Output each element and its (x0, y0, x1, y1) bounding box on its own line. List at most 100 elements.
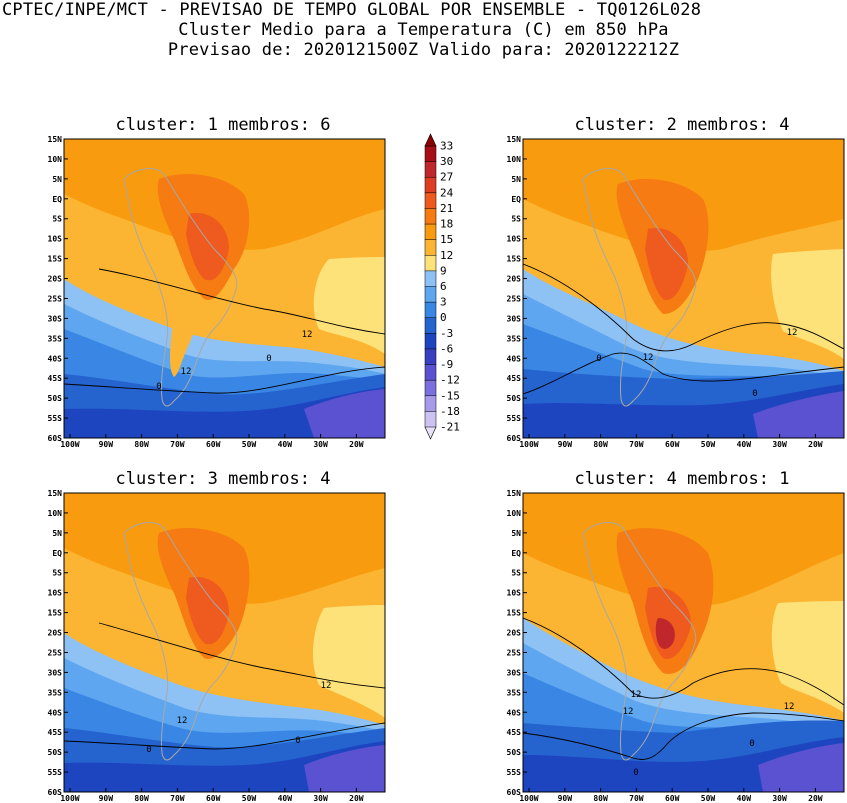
panel-title: cluster: 3 membros: 4 (116, 469, 331, 489)
colorbar-swatch (424, 348, 437, 366)
lat-tick-label: 5S (511, 569, 521, 578)
lat-tick-label: 30S (48, 314, 63, 323)
contour-label: 12 (643, 353, 654, 363)
panel-title: cluster: 4 membros: 1 (575, 469, 790, 489)
colorbar-swatch (424, 317, 437, 334)
coastline-south-america (123, 168, 238, 407)
lon-tick-label: 70W (629, 440, 644, 449)
contour-label: 0 (596, 354, 601, 364)
contour-label: 0 (156, 382, 161, 392)
lat-tick-label: 20S (507, 275, 522, 284)
contour-12-north (98, 268, 385, 335)
field-neg9-neg6 (304, 389, 385, 438)
lat-tick-label: 35S (507, 334, 522, 343)
colorbar-label: 9 (440, 264, 447, 277)
contour-0 (523, 712, 844, 760)
lat-tick-label: EQ (511, 195, 521, 204)
lon-tick-label: 80W (134, 794, 149, 803)
colorbar-swatch (424, 411, 437, 428)
lat-tick-label: 35S (48, 334, 63, 343)
colorbar-label: -18 (440, 405, 460, 418)
map-area (523, 493, 844, 792)
lat-tick-label: 20S (507, 629, 522, 638)
lat-tick-label: 20S (48, 629, 63, 638)
lat-tick-label: 40S (507, 354, 522, 363)
colorbar-swatch (424, 286, 437, 303)
lat-tick-label: 30S (507, 668, 522, 677)
contour-label: 12 (321, 681, 332, 691)
lat-tick-label: 15S (507, 255, 522, 264)
lat-tick-label: 5S (511, 215, 521, 224)
lon-tick-label: 90W (99, 440, 114, 449)
contour-label: 0 (633, 768, 638, 778)
lon-tick-label: 30W (772, 440, 787, 449)
lat-axis: 15N 10N 5N EQ 5S 10S 15S 20S 25S 30S 35S 40S 45S 50S 5… (507, 489, 527, 797)
lat-tick-label: 40S (48, 354, 63, 363)
colorbar-swatch (424, 395, 437, 412)
lon-tick-label: 20W (349, 794, 364, 803)
map-frame (522, 138, 845, 439)
lon-axis: 100W 90W 80W 70W 60W 50W 40W 30W 20W (519, 788, 823, 803)
colorbar-label: 3 (440, 296, 447, 309)
lat-tick-label: 40S (48, 708, 63, 717)
lat-tick-label: 15S (48, 255, 63, 264)
lat-tick-label: EQ (511, 549, 521, 558)
lon-tick-label: 80W (134, 440, 149, 449)
lat-tick-label: 25S (48, 294, 63, 303)
lat-tick-label: 15N (507, 489, 522, 498)
lon-tick-label: 70W (629, 794, 644, 803)
map-frame (63, 492, 386, 793)
contour-label: 0 (266, 354, 271, 364)
map-area (64, 493, 385, 792)
lat-tick-label: 60S (48, 788, 63, 797)
contour-label: 0 (295, 736, 300, 746)
lon-tick-label: 90W (99, 794, 114, 803)
colorbar-label: 0 (440, 311, 447, 324)
lon-tick-label: 50W (701, 794, 716, 803)
lat-tick-label: 5S (52, 569, 62, 578)
lon-tick-label: 20W (808, 440, 823, 449)
lat-axis: 15N 10N 5N EQ 5S 10S 15S 20S 25S 30S 35S 40S 45S 50S 5… (507, 135, 527, 443)
lat-tick-label: 60S (507, 434, 522, 443)
map-area (523, 139, 844, 438)
lat-tick-label: 15N (507, 135, 522, 144)
field-neg3-0 (64, 741, 385, 792)
lon-axis: 100W 90W 80W 70W 60W 50W 40W 30W 20W (60, 788, 364, 803)
lat-tick-label: 25S (507, 648, 522, 657)
lat-tick-label: 50S (507, 394, 522, 403)
lat-tick-label: 45S (48, 374, 63, 383)
lat-tick-label: 10S (48, 235, 63, 244)
field-12-15-east (313, 257, 385, 354)
coastline-south-america (123, 522, 238, 761)
lon-axis: 100W 90W 80W 70W 60W 50W 40W 30W 20W (60, 434, 364, 449)
lat-tick-label: 15S (48, 609, 63, 618)
colorbar-label: -21 (440, 421, 460, 434)
lon-tick-label: 40W (278, 794, 293, 803)
lon-tick-label: 80W (593, 794, 608, 803)
colorbar-label: 21 (440, 202, 453, 215)
contour-label: 12 (623, 707, 634, 717)
colorbar-label: -12 (440, 374, 460, 387)
lon-axis: 100W 90W 80W 70W 60W 50W 40W 30W 20W (519, 434, 823, 449)
colorbar-swatch (424, 239, 437, 256)
coastline-south-america (582, 168, 697, 407)
field-12-15-east (771, 249, 844, 359)
lat-tick-label: 45S (48, 728, 63, 737)
map-panel-cluster-3: cluster: 3 membros: 4 12 12 0 0 15N 10N 5N… (48, 469, 386, 803)
lat-tick-label: 10S (507, 235, 522, 244)
colorbar-bottom-arrow (424, 426, 437, 440)
colorbar-label: 12 (440, 249, 453, 262)
contour-12 (523, 617, 844, 706)
field-neg3-0 (64, 387, 385, 438)
lat-tick-label: 10S (48, 589, 63, 598)
field-27-30 (655, 618, 675, 649)
lat-tick-label: 55S (48, 414, 63, 423)
contour-0 (64, 722, 385, 750)
lon-tick-label: 100W (60, 794, 79, 803)
contour-label: 12 (302, 330, 313, 340)
colorbar-swatch (424, 223, 437, 241)
lon-tick-label: 40W (737, 794, 752, 803)
contour-0 (64, 366, 385, 394)
